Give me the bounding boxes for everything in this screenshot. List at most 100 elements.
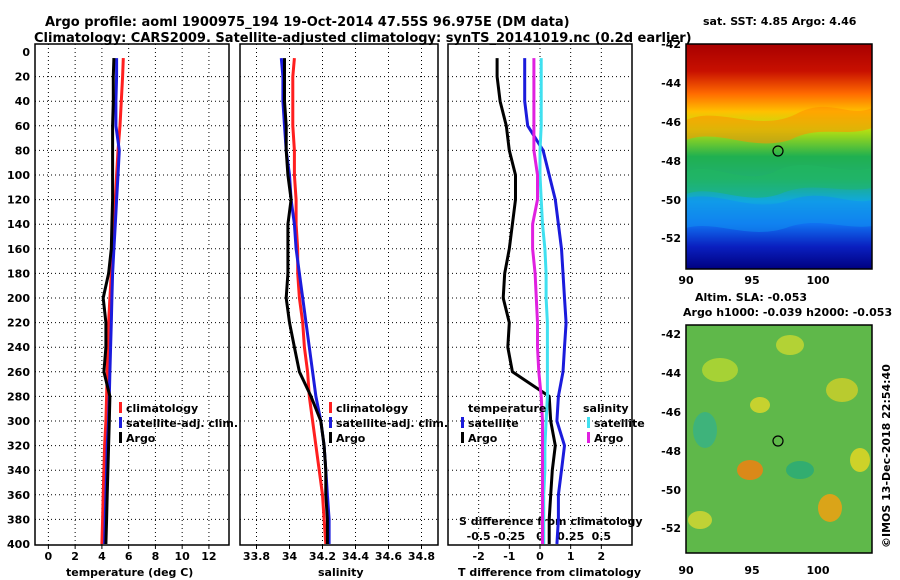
- depth-tick-label: 340: [7, 464, 30, 477]
- x-tick-label: -1: [503, 550, 515, 563]
- legend-salinity-heading: salinity: [583, 402, 629, 415]
- x-tick-label: 34.2: [309, 550, 336, 563]
- temperature-panel: [34, 43, 230, 546]
- sst-argo-marker: [772, 145, 784, 157]
- sst-map-title: sat. SST: 4.85 Argo: 4.46: [703, 15, 857, 28]
- lat-tick-label: -52: [661, 232, 681, 245]
- salinity-legend: climatology satellite-adj. clim. Argo: [329, 402, 448, 445]
- sla-blob: [688, 511, 712, 529]
- sst-lat-ticks: -42 -44 -46 -48 -50 -52: [661, 38, 681, 245]
- legend-argo-swatch: [119, 432, 122, 443]
- x-tick-label: 8: [152, 550, 160, 563]
- header-line2: Climatology: CARS2009. Satellite-adjuste…: [34, 31, 692, 46]
- sla-map-title: Altim. SLA: -0.053: [695, 291, 807, 304]
- legend-climatology-label: climatology: [336, 402, 408, 415]
- series-temperature-argo: [495, 58, 557, 544]
- legend-s-argo-swatch: [587, 432, 590, 443]
- x-tick-label: 2: [71, 550, 79, 563]
- series-salinity-argo: [531, 58, 544, 544]
- lat-tick-label: -50: [661, 194, 681, 207]
- x-tick-label: 12: [201, 550, 216, 563]
- legend-s-satellite-swatch: [587, 417, 590, 428]
- depth-tick-label: 100: [7, 169, 30, 182]
- s-diff-tick-label: 0.25: [557, 530, 584, 543]
- s-diff-x-ticks: -0.5 -0.25 0 0.25 0.5: [467, 530, 611, 543]
- sla-blob: [826, 378, 858, 402]
- sla-blob: [818, 494, 842, 522]
- sla-blob: [776, 335, 804, 355]
- difference-series: [495, 58, 568, 545]
- t-diff-xlabel: T difference from climatology: [458, 566, 641, 579]
- depth-tick-label: 80: [15, 144, 31, 157]
- depth-tick-label: 200: [7, 292, 30, 305]
- x-tick-label: 33.8: [243, 550, 270, 563]
- salinity-xlabel: salinity: [318, 566, 364, 579]
- depth-tick-label: 0: [22, 46, 30, 59]
- header-line1: Argo profile: aoml 1900975_194 19-Oct-20…: [45, 15, 570, 30]
- depth-tick-label: 400: [7, 538, 30, 551]
- legend-temperature-heading: temperature: [468, 402, 546, 415]
- temperature-xlabel: temperature (deg C): [66, 566, 193, 579]
- x-tick-label: 6: [125, 550, 133, 563]
- s-diff-tick-label: 0.5: [592, 530, 612, 543]
- s-diff-tick-label: 0: [536, 530, 544, 543]
- depth-tick-label: 60: [15, 120, 31, 133]
- lat-tick-label: -46: [661, 116, 681, 129]
- sla-map-subtitle: Argo h1000: -0.039 h2000: -0.053: [683, 306, 892, 319]
- lon-tick-label: 95: [744, 274, 759, 287]
- depth-tick-label: 300: [7, 415, 30, 428]
- lat-tick-label: -44: [661, 77, 681, 90]
- depth-tick-label: 320: [7, 440, 30, 453]
- legend-t-argo-label: Argo: [468, 432, 498, 445]
- depth-tick-label: 360: [7, 489, 30, 502]
- lon-tick-label: 90: [678, 564, 694, 577]
- lon-tick-label: 90: [678, 274, 694, 287]
- sla-argo-marker: [772, 435, 784, 447]
- x-tick-label: 0: [45, 550, 53, 563]
- legend-t-satellite-swatch: [461, 417, 464, 428]
- legend-climatology-label: climatology: [126, 402, 198, 415]
- depth-tick-label: 120: [7, 194, 30, 207]
- lat-tick-label: -50: [661, 484, 681, 497]
- salinity-grid: [240, 44, 438, 549]
- depth-tick-label: 20: [15, 71, 31, 84]
- imos-watermark: ©IMOS 13-Dec-2018 22:54:40: [880, 364, 893, 548]
- salinity-x-ticks: 33.8 34 34.2 34.4 34.6 34.8: [243, 550, 435, 563]
- sla-blob: [693, 412, 717, 448]
- legend-s-satellite-label: satellite: [594, 417, 645, 430]
- legend-t-satellite-label: satellite: [468, 417, 519, 430]
- lon-tick-label: 100: [807, 274, 830, 287]
- x-tick-label: 34.4: [342, 550, 369, 563]
- lat-tick-label: -46: [661, 406, 681, 419]
- sla-blob: [702, 358, 738, 382]
- lat-tick-label: -52: [661, 522, 681, 535]
- x-tick-label: -2: [473, 550, 485, 563]
- x-tick-label: 34.8: [408, 550, 435, 563]
- x-tick-label: 34.6: [375, 550, 402, 563]
- lat-tick-label: -44: [661, 367, 681, 380]
- series-argo: [101, 58, 116, 545]
- temperature-x-ticks: 0 2 4 6 8 10 12: [45, 550, 217, 563]
- sla-blob: [737, 460, 763, 480]
- series-climatology: [291, 57, 328, 545]
- salinity-series: [279, 57, 331, 545]
- legend-satellite-label: satellite-adj. clim.: [126, 417, 238, 430]
- depth-tick-label: 140: [7, 218, 30, 231]
- legend-satellite-swatch: [329, 417, 332, 428]
- lat-tick-label: -42: [661, 38, 681, 51]
- legend-s-argo-label: Argo: [594, 432, 624, 445]
- legend-climatology-swatch: [329, 402, 332, 413]
- temperature-series: [100, 58, 125, 545]
- sst-front-cold: [686, 195, 872, 232]
- legend-argo-label: Argo: [336, 432, 366, 445]
- series-salinity-satellite: [538, 58, 549, 544]
- sst-map-frame: [685, 43, 873, 270]
- s-diff-tick-label: -0.25: [493, 530, 525, 543]
- series-climatology: [100, 58, 125, 545]
- x-tick-label: 34: [282, 550, 298, 563]
- legend-argo-swatch: [329, 432, 332, 443]
- depth-tick-label: 180: [7, 267, 30, 280]
- sla-map-frame: [685, 324, 873, 554]
- sst-map: [686, 44, 872, 269]
